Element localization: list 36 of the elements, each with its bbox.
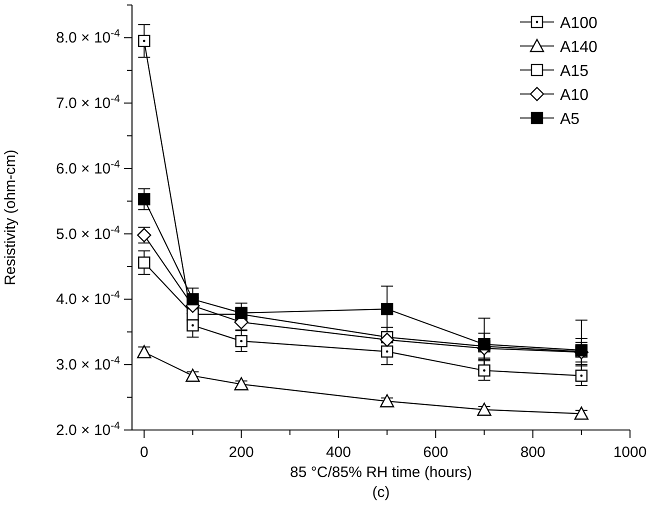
point [380, 345, 394, 358]
x-axis-title: 85 °C/85% RH time (hours) [290, 464, 472, 481]
point [380, 302, 394, 316]
x-tick-label: 1000 [613, 444, 647, 461]
point [575, 370, 588, 382]
y-tick-label: 3.0 × 10$^{-4}$ [56, 354, 120, 374]
x-tick-label: 600 [423, 444, 448, 461]
point [478, 364, 490, 377]
point [138, 193, 150, 206]
point [137, 345, 152, 358]
point [138, 256, 150, 269]
y-tick-label: 8.0 × 10$^{-4}$ [56, 28, 120, 47]
x-tick-label: 800 [520, 444, 546, 461]
y-tick-label: 6.0 × 10$^{-4}$ [56, 158, 120, 178]
point [380, 394, 394, 408]
point [186, 319, 199, 332]
point [138, 34, 150, 48]
y-tick-label: 2.0 × 10$^{-4}$ [56, 420, 120, 439]
legend-label: A15 [560, 63, 589, 80]
y-tick-label: 5.0 × 10$^{-4}$ [56, 224, 120, 243]
y-axis-title: Resistivity (ohm-cm) [2, 150, 19, 286]
legend-label: A10 [560, 87, 589, 104]
legend-label: A5 [560, 111, 580, 128]
point [186, 368, 200, 382]
x-tick-label: 200 [228, 444, 254, 461]
point [477, 402, 492, 416]
x-tick-label: 400 [326, 444, 352, 461]
x-tick-label: 0 [140, 444, 148, 461]
text: (c) [372, 484, 390, 501]
legend-label: A140 [560, 39, 598, 56]
legend-label: A100 [560, 15, 598, 32]
point [235, 334, 248, 348]
y-tick-label: 4.0 × 10$^{-4}$ [56, 289, 120, 308]
point [234, 377, 248, 390]
point [574, 406, 589, 420]
y-tick-label: 7.0 × 10$^{-4}$ [56, 93, 120, 112]
